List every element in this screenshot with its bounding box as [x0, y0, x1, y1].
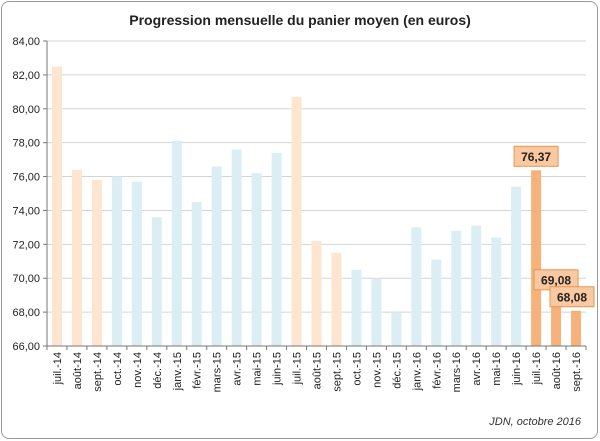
bar — [531, 170, 542, 346]
data-label-text: 69,08 — [541, 273, 571, 287]
bar — [51, 66, 62, 347]
bar — [111, 176, 122, 346]
bar — [131, 181, 142, 346]
y-tick-label: 84,00 — [12, 36, 40, 48]
x-tick-label: août-14 — [72, 352, 84, 389]
x-tick-label: janv.-15 — [172, 352, 184, 391]
x-tick-label: août-16 — [551, 352, 563, 389]
x-tick-label: nov.-14 — [132, 352, 144, 388]
bar — [231, 149, 242, 346]
x-tick-label: janv.-16 — [411, 352, 423, 391]
x-tick-label: mai-15 — [252, 352, 264, 386]
y-tick-label: 82,00 — [12, 70, 40, 82]
bar — [511, 186, 522, 346]
y-tick-label: 78,00 — [12, 138, 40, 150]
x-axis-ticks: juil.-14 août-14 sept.-14 oct.-14 nov.-14 déc… — [46, 346, 587, 392]
x-tick-label: mai-16 — [491, 352, 503, 386]
bar — [191, 201, 202, 346]
bar — [251, 173, 262, 346]
data-label-box — [513, 145, 559, 167]
y-tick-label: 74,00 — [12, 205, 40, 217]
bar — [351, 269, 362, 346]
bar — [331, 252, 342, 346]
y-tick-label: 80,00 — [12, 104, 40, 116]
source-note: JDN, octobre 2016 — [488, 416, 582, 428]
data-label: 68,08 — [549, 286, 595, 308]
x-tick-label: avr.-16 — [471, 352, 483, 386]
x-tick-label: déc.-15 — [391, 352, 403, 389]
data-label-text: 68,08 — [557, 290, 587, 304]
x-tick-label: févr.-15 — [192, 352, 204, 389]
bar — [391, 312, 402, 346]
x-tick-label: juin-16 — [511, 352, 523, 386]
x-tick-label: juil.-14 — [52, 352, 64, 385]
bar — [291, 96, 302, 347]
bar — [451, 230, 462, 346]
bar — [71, 169, 82, 346]
bar — [551, 293, 562, 346]
bar — [571, 310, 582, 346]
x-tick-label: août-15 — [312, 352, 324, 389]
x-tick-label: sept.-15 — [331, 352, 343, 392]
bar — [271, 152, 282, 346]
x-tick-label: nov.-15 — [371, 352, 383, 388]
chart-title: Progression mensuelle du panier moyen (e… — [129, 12, 471, 28]
x-tick-label: oct.-14 — [112, 352, 124, 386]
bar — [371, 278, 382, 346]
x-tick-label: oct.-15 — [351, 352, 363, 386]
y-tick-label: 66,00 — [12, 341, 40, 353]
y-tick-label: 72,00 — [12, 239, 40, 251]
x-tick-label: mars-16 — [451, 352, 463, 392]
bar — [91, 179, 102, 346]
x-tick-label: sept.-14 — [92, 352, 104, 392]
data-label: 76,37 — [513, 145, 559, 167]
bars — [51, 66, 582, 347]
x-tick-label: févr.-16 — [431, 352, 443, 389]
y-tick-label: 68,00 — [12, 307, 40, 319]
bar — [211, 166, 222, 346]
bar — [491, 237, 502, 346]
x-tick-label: déc.-14 — [152, 352, 164, 389]
bar — [171, 140, 182, 346]
x-tick-label: avr.-15 — [232, 352, 244, 386]
x-tick-label: mars-15 — [212, 352, 224, 392]
y-axis-ticks: 66,00 68,00 70,00 72,00 74,00 76,00 78,00 80,00… — [12, 36, 47, 353]
x-tick-label: sept.-16 — [571, 352, 583, 392]
bar — [151, 217, 162, 346]
y-tick-label: 70,00 — [12, 273, 40, 285]
data-labels: 76,37 69,08 68,08 — [513, 145, 595, 308]
data-label-box — [549, 286, 595, 308]
bar — [431, 259, 442, 346]
x-tick-label: juin-15 — [272, 352, 284, 386]
x-tick-label: juil.-15 — [292, 352, 304, 385]
x-tick-label: juil.-16 — [531, 352, 543, 385]
data-label-text: 76,37 — [521, 150, 551, 164]
bar — [471, 225, 482, 346]
bar — [311, 240, 322, 346]
y-tick-label: 76,00 — [12, 172, 40, 184]
axes — [46, 41, 586, 347]
bar — [411, 227, 422, 346]
